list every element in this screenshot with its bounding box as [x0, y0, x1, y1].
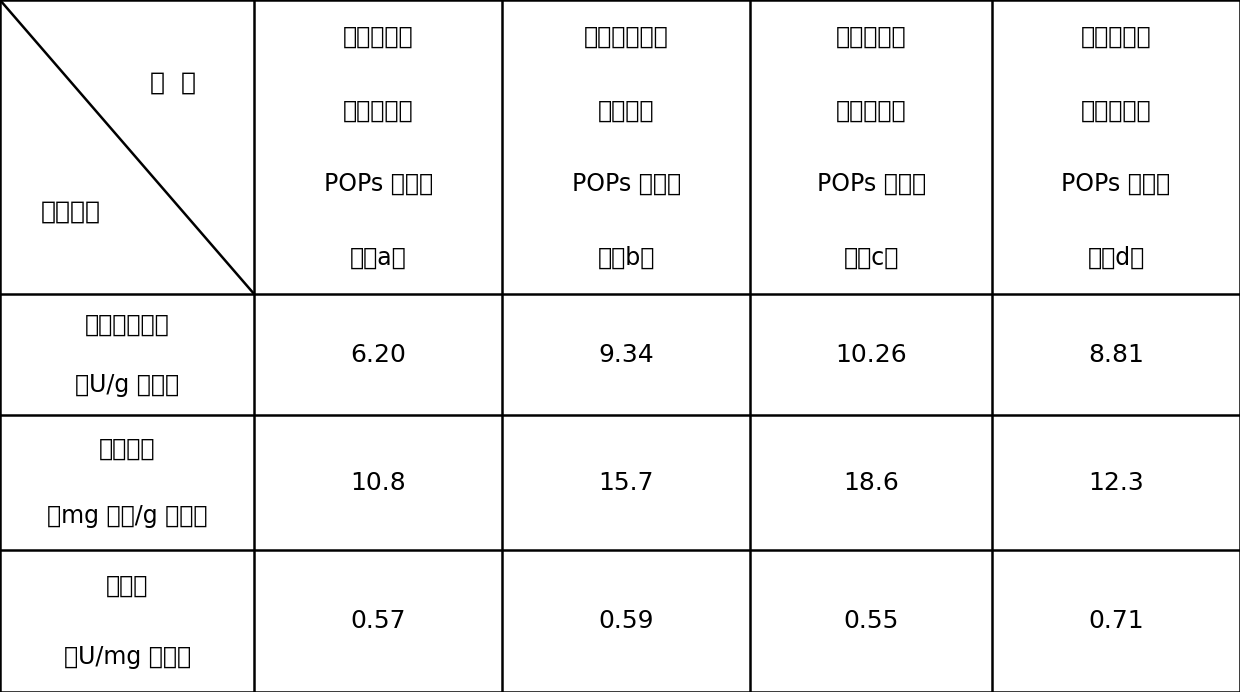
- Text: POPs 消减材: POPs 消减材: [324, 172, 433, 196]
- Text: （mg 蛋白/g 载体）: （mg 蛋白/g 载体）: [47, 504, 207, 529]
- Text: 料（b）: 料（b）: [598, 246, 655, 269]
- Text: POPs 消减材: POPs 消减材: [816, 172, 926, 196]
- Text: 样  品: 样 品: [150, 71, 196, 94]
- Text: 酶活特性: 酶活特性: [41, 200, 102, 224]
- Text: 固定化漆酶: 固定化漆酶: [836, 98, 906, 122]
- Text: 18.6: 18.6: [843, 471, 899, 495]
- Text: 料（a）: 料（a）: [350, 246, 407, 269]
- Text: 6.20: 6.20: [350, 343, 407, 367]
- Text: 0.57: 0.57: [351, 609, 405, 633]
- Text: 12.3: 12.3: [1089, 471, 1143, 495]
- Text: 料（d）: 料（d）: [1087, 246, 1145, 269]
- Text: 8.81: 8.81: [1087, 343, 1145, 367]
- Text: 细菌纤维素: 细菌纤维素: [1081, 25, 1151, 48]
- Text: 固定化漆酶: 固定化漆酶: [1081, 98, 1151, 122]
- Text: 固定化酶活力: 固定化酶活力: [84, 312, 170, 336]
- Text: 蛋白载量: 蛋白载量: [99, 437, 155, 461]
- Text: POPs 消减材: POPs 消减材: [572, 172, 681, 196]
- Text: 0.59: 0.59: [599, 609, 653, 633]
- Text: 细菌纤维素: 细菌纤维素: [343, 25, 413, 48]
- Text: 10.8: 10.8: [351, 471, 405, 495]
- Text: 细菌纤维素固: 细菌纤维素固: [584, 25, 668, 48]
- Text: 固定化漆酶: 固定化漆酶: [343, 98, 413, 122]
- Text: 0.71: 0.71: [1089, 609, 1143, 633]
- Text: （U/g 载体）: （U/g 载体）: [76, 373, 179, 397]
- Text: 料（c）: 料（c）: [843, 246, 899, 269]
- Text: 定化漆酶: 定化漆酶: [598, 98, 655, 122]
- Text: （U/mg 蛋白）: （U/mg 蛋白）: [63, 644, 191, 668]
- Text: 10.26: 10.26: [836, 343, 906, 367]
- Text: POPs 消减材: POPs 消减材: [1061, 172, 1171, 196]
- Text: 15.7: 15.7: [599, 471, 653, 495]
- Text: 比活力: 比活力: [105, 574, 149, 598]
- Text: 9.34: 9.34: [599, 343, 653, 367]
- Text: 0.55: 0.55: [843, 609, 899, 633]
- Text: 细菌纤维素: 细菌纤维素: [836, 25, 906, 48]
